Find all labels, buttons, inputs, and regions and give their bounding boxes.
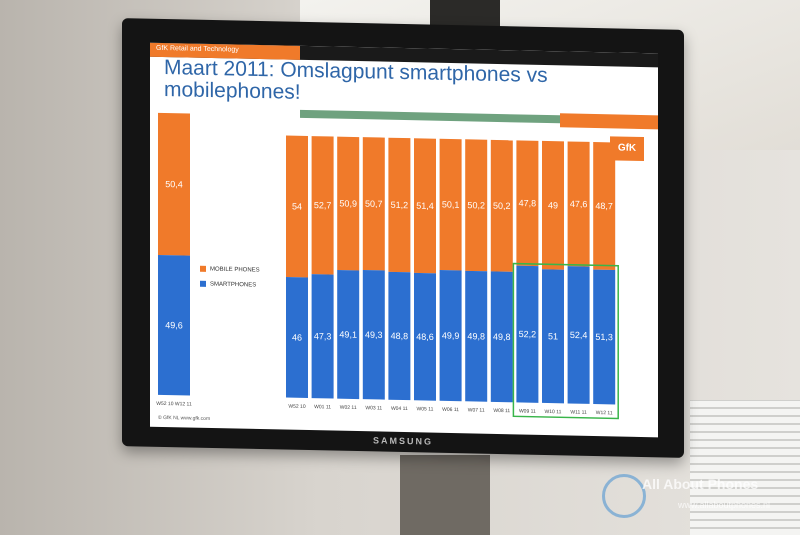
bar-smart-0	[158, 254, 190, 396]
bar-mobile-11	[542, 140, 564, 270]
tick-label-7: W06 11	[442, 407, 459, 413]
label-mobile-9: 50,2	[493, 201, 511, 211]
label-smart-4: 49,3	[365, 330, 383, 340]
bar-smart-12	[567, 266, 590, 404]
tick-label-11: W10 11	[545, 409, 562, 415]
watermark-logo-icon	[602, 474, 646, 518]
label-smart-5: 48,8	[391, 331, 409, 341]
label-smart-1: 46	[292, 332, 302, 342]
label-smart-0: 49,6	[165, 320, 183, 330]
tick-label-10: W09 11	[519, 408, 536, 414]
tick-label-8: W07 11	[468, 407, 485, 413]
label-mobile-11: 49	[548, 200, 558, 210]
bar-mobile-5	[388, 137, 411, 273]
bar-smart-7	[439, 270, 462, 402]
tick-label-13: W12 11	[596, 410, 613, 416]
mount-pole	[400, 455, 490, 535]
label-mobile-4: 50,7	[365, 199, 383, 209]
bar-mobile-0	[158, 112, 190, 256]
slide-screen: GfK Retail and Technology Maart 2011: Om…	[150, 42, 658, 438]
bar-mobile-1	[286, 135, 308, 278]
label-mobile-6: 51,4	[416, 201, 434, 211]
bar-mobile-12	[567, 141, 590, 267]
bar-smart-10	[516, 265, 539, 403]
label-mobile-0: 50,4	[165, 179, 183, 189]
bar-mobile-3	[337, 136, 360, 271]
bar-mobile-6	[414, 138, 436, 274]
stacked-bar-chart: 50,4 49,6 W52 10 W12 11 54 46 W52 10 52,7 47,3 W…	[156, 112, 619, 420]
tick-label-0: W52 10 W12 11	[156, 401, 192, 408]
label-mobile-3: 50,9	[339, 198, 357, 208]
bar-mobile-10	[516, 140, 539, 267]
tick-label-1: W52 10	[288, 404, 305, 410]
bar-smart-3	[337, 269, 360, 400]
highlight-box	[512, 262, 619, 420]
tick-label-9: W08 11	[493, 408, 510, 414]
label-smart-2: 47,3	[314, 331, 332, 341]
label-smart-13: 51,3	[595, 332, 613, 342]
tick-label-2: W01 11	[314, 404, 331, 410]
label-smart-6: 48,6	[416, 332, 434, 342]
label-smart-10: 52,2	[519, 329, 537, 339]
label-smart-9: 49,8	[493, 332, 511, 342]
bar-mobile-13	[593, 141, 616, 271]
label-smart-12: 52,4	[570, 330, 588, 340]
tick-label-5: W04 11	[391, 406, 408, 412]
bar-smart-11	[542, 269, 564, 404]
watermark-url: www.allaboutphones.nl	[678, 500, 771, 510]
label-mobile-12: 47,6	[570, 199, 588, 209]
bar-mobile-4	[362, 137, 385, 271]
tick-label-4: W03 11	[365, 405, 382, 411]
bar-mobile-9	[490, 139, 513, 272]
label-mobile-13: 48,7	[595, 201, 613, 211]
label-smart-7: 49,9	[442, 330, 460, 340]
slide-source: © GfK NL www.gfk.com	[158, 414, 211, 422]
label-smart-11: 51	[548, 331, 558, 341]
bar-mobile-8	[465, 139, 488, 272]
label-mobile-8: 50,2	[467, 200, 485, 210]
bar-smart-1	[286, 277, 308, 399]
label-mobile-1: 54	[292, 201, 302, 211]
bar-smart-2	[311, 274, 334, 399]
window-blinds	[690, 400, 800, 535]
label-mobile-7: 50,1	[442, 199, 460, 209]
label-smart-8: 49,8	[467, 331, 485, 341]
bar-mobile-7	[439, 138, 462, 271]
label-mobile-10: 47,8	[519, 198, 537, 208]
bar-smart-5	[388, 271, 411, 401]
bar-mobile-2	[311, 136, 334, 275]
tick-label-12: W11 11	[570, 410, 587, 416]
watermark-name: All About Phones	[642, 476, 759, 492]
bar-smart-9	[490, 271, 513, 403]
tv-monitor: GfK Retail and Technology Maart 2011: Om…	[122, 18, 684, 458]
label-mobile-2: 52,7	[314, 200, 332, 210]
watermark: All About Phones www.allaboutphones.nl	[602, 470, 800, 520]
bar-smart-13	[593, 269, 616, 405]
label-smart-3: 49,1	[339, 329, 357, 339]
bar-smart-8	[465, 270, 488, 402]
tick-label-6: W05 11	[417, 406, 434, 412]
bar-smart-6	[414, 272, 436, 401]
tick-label-3: W02 11	[340, 405, 357, 411]
bar-smart-4	[362, 269, 385, 400]
label-mobile-5: 51,2	[391, 200, 409, 210]
